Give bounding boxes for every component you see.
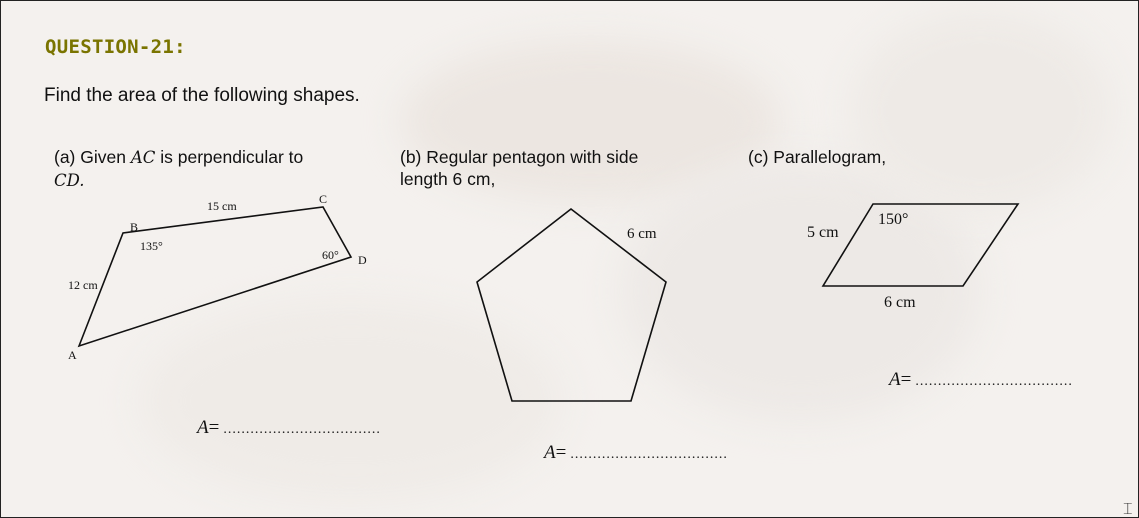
- parallelogram-left-side-label: 5 cm: [807, 224, 839, 241]
- regular-pentagon: [476, 207, 667, 402]
- caption-line-1: (b) Regular pentagon with side: [400, 147, 639, 167]
- vertex-a-label: A: [68, 348, 77, 362]
- math-ac: AC: [130, 148, 156, 167]
- part-b-answer-line: A=...................................: [544, 442, 728, 464]
- answer-equals: =: [208, 417, 220, 438]
- vertex-d-label: D: [358, 253, 367, 267]
- text-cursor-icon: ⌶: [1123, 499, 1133, 518]
- answer-blank: ...................................: [915, 374, 1073, 389]
- parallelogram-bottom-side-label: 6 cm: [884, 294, 916, 311]
- caption-line-2: length 6 cm,: [400, 169, 496, 189]
- part-b-caption: (b) Regular pentagon with side length 6 c…: [400, 146, 720, 190]
- math-cd: CD: [54, 171, 80, 190]
- caption-text: (a) Given: [54, 147, 131, 167]
- answer-blank: ...................................: [223, 422, 381, 437]
- vertex-b-label: B: [130, 220, 138, 234]
- quadrilateral-abcd: [77, 206, 353, 348]
- part-a-caption: (a) Given AC is perpendicular to CD.: [54, 146, 384, 192]
- answer-variable: A: [889, 369, 901, 390]
- side-ab-label: 12 cm: [68, 278, 98, 292]
- answer-variable: A: [544, 442, 556, 463]
- part-c-caption: (c) Parallelogram,: [748, 147, 887, 167]
- angle-b-label: 135°: [140, 239, 163, 253]
- caption-text: is perpendicular to: [155, 147, 304, 167]
- part-c-answer-line: A=...................................: [889, 369, 1073, 391]
- background-blur: [851, 11, 1111, 211]
- part-a-answer-line: A=...................................: [197, 417, 381, 439]
- angle-d-label: 60°: [322, 248, 339, 262]
- question-instruction: Find the area of the following shapes.: [44, 85, 360, 106]
- background-blur: [401, 41, 781, 201]
- caption-period: .: [79, 171, 85, 190]
- answer-blank: ...................................: [570, 447, 728, 462]
- pentagon-side-label: 6 cm: [627, 226, 657, 242]
- answer-equals: =: [900, 369, 912, 390]
- parallelogram-angle-label: 150°: [878, 211, 908, 228]
- side-bc-label: 15 cm: [207, 199, 237, 213]
- background-blur: [141, 301, 561, 501]
- question-title: QUESTION-21:: [45, 36, 186, 58]
- parallelogram: [821, 203, 1020, 287]
- vertex-c-label: C: [319, 192, 327, 206]
- answer-equals: =: [555, 442, 567, 463]
- answer-variable: A: [197, 417, 209, 438]
